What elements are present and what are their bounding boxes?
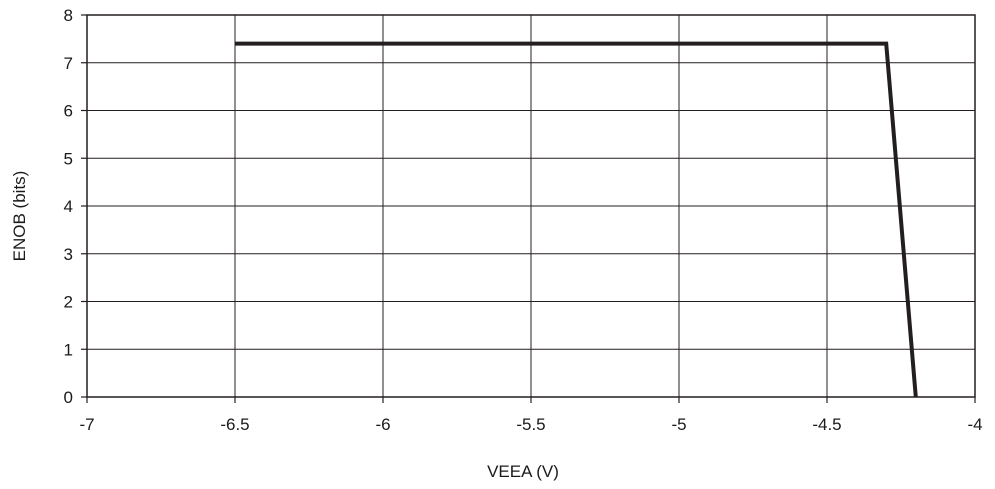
- y-tick-label: 4: [64, 197, 73, 216]
- x-tick-labels: -7 -6.5 -6 -5.5 -5 -4.5 -4: [79, 415, 982, 434]
- ticks: [81, 14, 976, 403]
- y-tick-label: 0: [64, 388, 73, 407]
- y-axis-title: ENOB (bits): [10, 171, 29, 262]
- x-tick-label: -5: [671, 415, 686, 434]
- x-tick-label: -4: [967, 415, 982, 434]
- x-tick-label: -4.5: [812, 415, 841, 434]
- x-axis-title: VEEA (V): [487, 462, 559, 481]
- x-tick-label: -7: [79, 415, 94, 434]
- y-tick-label: 2: [64, 293, 73, 312]
- x-tick-label: -5.5: [516, 415, 545, 434]
- y-tick-labels: 0 1 2 3 4 5 6 7 8: [64, 6, 73, 407]
- grid: [87, 15, 975, 397]
- y-tick-label: 8: [64, 6, 73, 25]
- series: [235, 41, 918, 398]
- series-line: [235, 41, 918, 398]
- y-tick-label: 1: [64, 340, 73, 359]
- x-tick-label: -6.5: [220, 415, 249, 434]
- x-tick-label: -6: [375, 415, 390, 434]
- y-tick-label: 5: [64, 149, 73, 168]
- y-tick-label: 3: [64, 245, 73, 264]
- y-tick-label: 6: [64, 102, 73, 121]
- y-tick-label: 7: [64, 54, 73, 73]
